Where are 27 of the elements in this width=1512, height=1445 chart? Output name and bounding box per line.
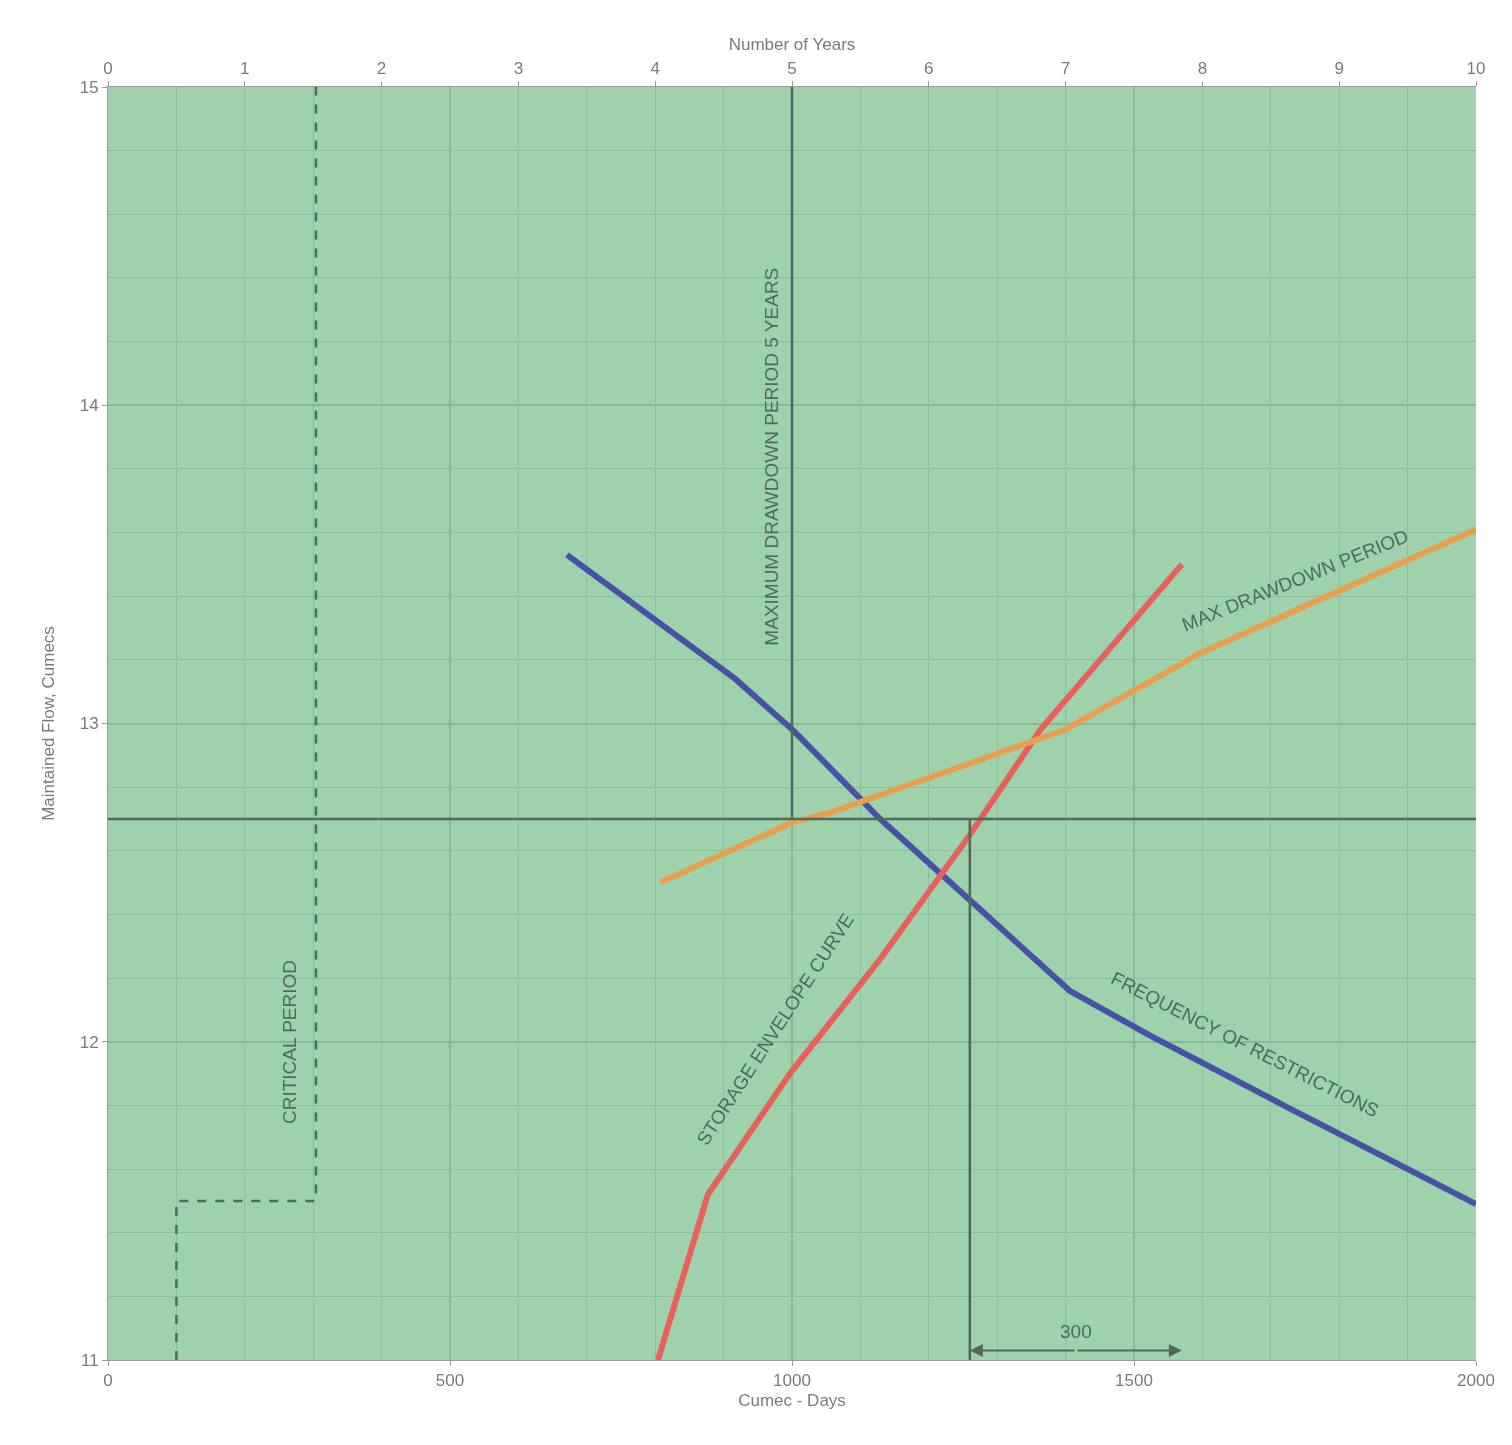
x-tick-label: 500: [435, 1371, 465, 1391]
x-tick-label: 1000: [773, 1371, 811, 1391]
x-axis-title: Cumec - Days: [738, 1390, 846, 1410]
x2-tick-label: 5: [787, 59, 797, 79]
annotation: MAXIMUM DRAWDOWN PERIOD 5 YEARS: [761, 267, 783, 646]
x2-tick-label: 0: [103, 59, 113, 79]
x2-tick-label: 9: [1334, 59, 1344, 79]
annotation: 300: [1060, 1321, 1092, 1342]
y-tick-label: 11: [80, 1350, 99, 1370]
y-tick-label: 15: [79, 77, 99, 97]
x2-tick-label: 6: [924, 59, 934, 79]
y-axis-title: Maintained Flow, Cumecs: [39, 626, 59, 821]
x2-tick-label: 3: [513, 59, 524, 79]
x2-tick-label: 1: [240, 59, 250, 79]
x2-axis-title: Number of Years: [728, 34, 856, 54]
y-tick-label: 12: [79, 1032, 99, 1052]
x-tick-label: 2000: [1457, 1371, 1495, 1391]
x2-tick-label: 2: [376, 59, 387, 79]
x-tick-label: 0: [103, 1371, 113, 1391]
annotation: CRITICAL PERIOD: [278, 960, 300, 1125]
x2-tick-label: 8: [1197, 59, 1208, 79]
y-tick-label: 13: [79, 714, 99, 734]
x2-tick-label: 7: [1060, 59, 1071, 79]
x2-tick-label: 10: [1466, 59, 1486, 79]
y-tick-label: 14: [79, 396, 99, 416]
x2-tick-label: 4: [650, 59, 660, 79]
x-tick-label: 1500: [1115, 1371, 1153, 1391]
